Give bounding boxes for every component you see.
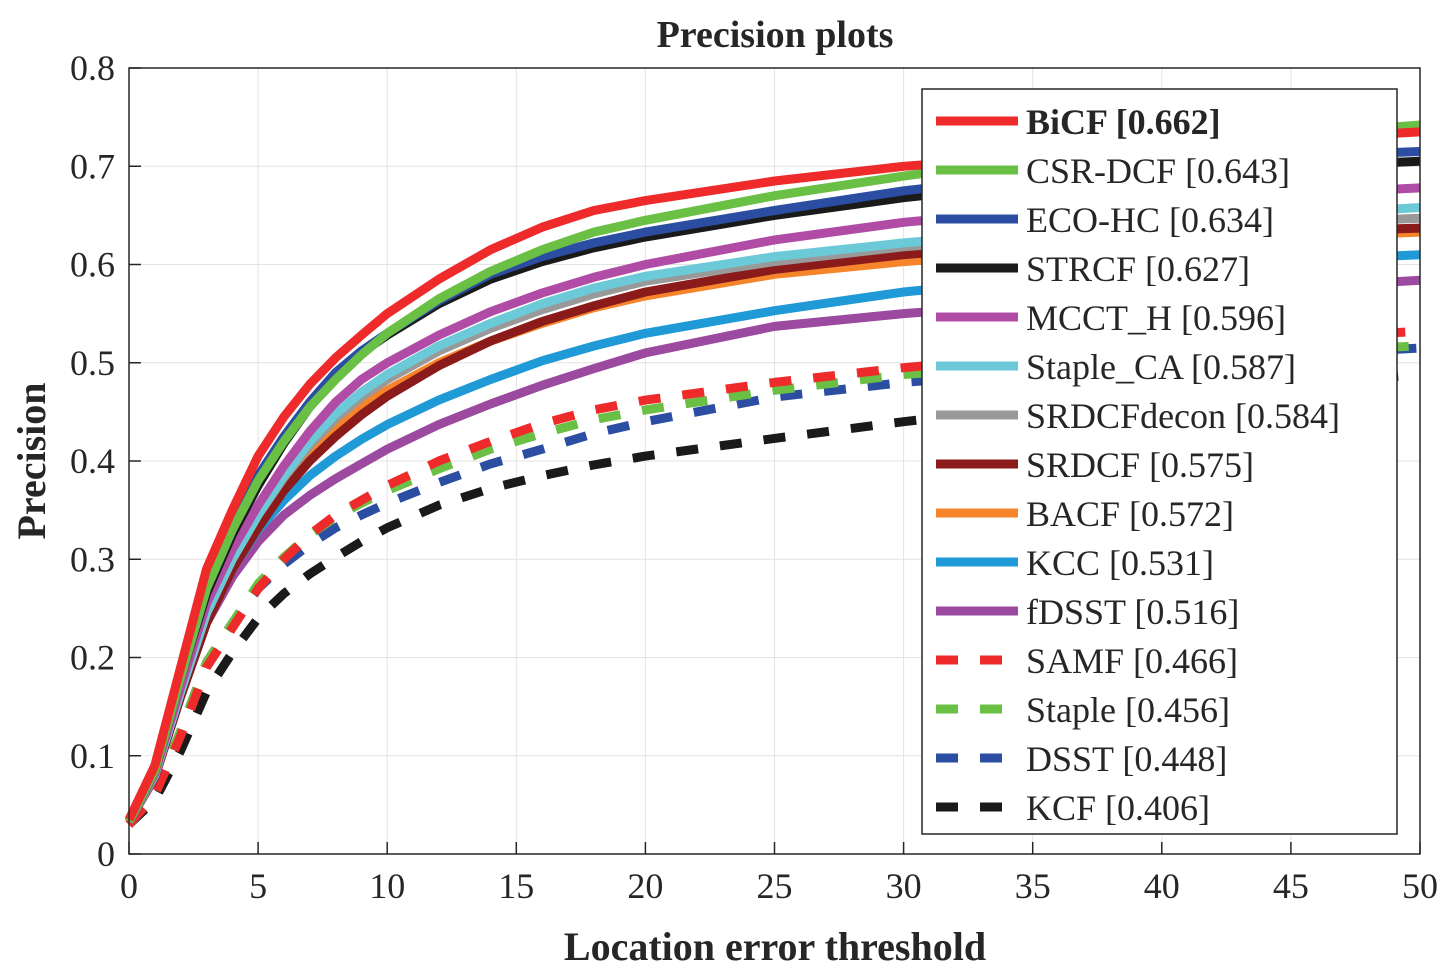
legend-label: STRCF [0.627]	[1026, 249, 1250, 289]
legend-label: BiCF [0.662]	[1026, 102, 1221, 142]
legend-label: SRDCFdecon [0.584]	[1026, 396, 1340, 436]
legend-label: DSST [0.448]	[1026, 739, 1227, 779]
legend-label: KCC [0.531]	[1026, 543, 1214, 583]
y-tick-label: 0.8	[70, 48, 115, 88]
y-tick-label: 0.7	[70, 146, 115, 186]
x-axis-label: Location error threshold	[564, 924, 986, 969]
legend: BiCF [0.662] CSR-DCF [0.643] ECO-HC [0.634…	[921, 88, 1398, 835]
legend-label: BACF [0.572]	[1026, 494, 1234, 534]
axis-ticks: 0 5 10 15 20 25 30 35 40 45 50 0 0.1 0.2 0.3 0.4 0.5 0.6 0…	[70, 48, 1438, 906]
y-tick-label: 0.2	[70, 638, 115, 678]
x-tick-label: 25	[757, 866, 793, 906]
legend-label: CSR-DCF [0.643]	[1026, 151, 1290, 191]
legend-label: Staple [0.456]	[1026, 690, 1230, 730]
x-tick-label: 30	[886, 866, 922, 906]
x-tick-label: 0	[120, 866, 138, 906]
y-tick-label: 0	[97, 834, 115, 874]
x-tick-label: 45	[1273, 866, 1309, 906]
x-tick-label: 50	[1402, 866, 1438, 906]
legend-label: SAMF [0.466]	[1026, 641, 1238, 681]
y-axis-label: Precision	[9, 382, 54, 539]
legend-label: fDSST [0.516]	[1026, 592, 1239, 632]
x-tick-label: 15	[498, 866, 534, 906]
legend-label: KCF [0.406]	[1026, 788, 1210, 828]
y-tick-label: 0.5	[70, 343, 115, 383]
x-tick-label: 35	[1015, 866, 1051, 906]
y-tick-label: 0.1	[70, 736, 115, 776]
legend-label: SRDCF [0.575]	[1026, 445, 1254, 485]
x-tick-label: 40	[1144, 866, 1180, 906]
chart-title: Precision plots	[657, 14, 894, 56]
y-tick-label: 0.4	[70, 441, 115, 481]
y-tick-label: 0.3	[70, 539, 115, 579]
y-tick-label: 0.6	[70, 245, 115, 285]
x-tick-label: 5	[249, 866, 267, 906]
legend-label: ECO-HC [0.634]	[1026, 200, 1274, 240]
series-line	[125, 370, 1421, 828]
x-tick-label: 10	[369, 866, 405, 906]
x-tick-label: 20	[627, 866, 663, 906]
legend-label: Staple_CA [0.587]	[1026, 347, 1296, 387]
legend-label: MCCT_H [0.596]	[1026, 298, 1286, 338]
